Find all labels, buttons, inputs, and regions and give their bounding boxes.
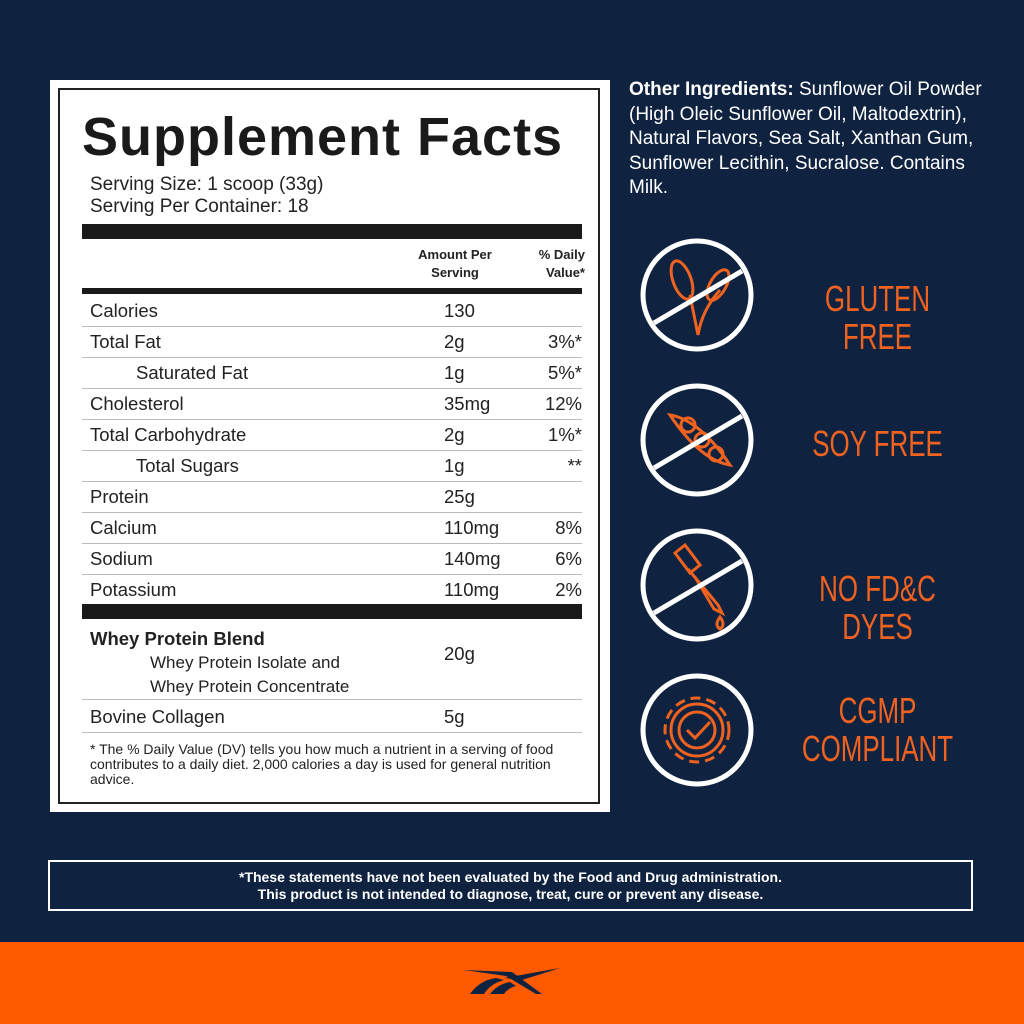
- nutrient-label: Total Fat: [90, 331, 161, 352]
- nutrient-dv: **: [567, 455, 582, 476]
- collagen-amount: 5g: [444, 706, 465, 727]
- claim-label: CGMP COMPLIANT: [801, 690, 954, 769]
- nutrient-dv: 12%: [544, 393, 582, 414]
- nutrient-amount: 1g: [444, 362, 465, 383]
- other-ingredients: Other Ingredients: Sunflower Oil Powder …: [629, 78, 1009, 201]
- nutrient-dv: 1%*: [548, 424, 582, 445]
- ingredients-heading: Other Ingredients:: [629, 79, 794, 100]
- nutrient-label: Calories: [90, 300, 158, 321]
- col-dv-header: % Daily Value*: [538, 247, 585, 280]
- ingredients-text: Sunflower Oil Powder (High Oleic Sunflow…: [629, 79, 982, 198]
- nutrient-label: Sodium: [90, 548, 153, 569]
- disclaimer-line: *These statements have not been evaluate…: [239, 869, 782, 885]
- facts-border: Supplement Facts Serving Size: 1 scoop (…: [58, 88, 600, 804]
- no-soy-icon: [640, 383, 754, 497]
- table-row: Sodium 140mg 6%: [82, 544, 582, 575]
- table-row: Total Fat 2g 3%*: [82, 327, 582, 358]
- facts-title: Supplement Facts: [82, 107, 564, 167]
- nutrient-label: Saturated Fat: [136, 362, 249, 383]
- dv-footnote: * The % Daily Value (DV) tells you how m…: [90, 741, 554, 787]
- brand-band: [0, 942, 1024, 1024]
- nutrient-amount: 130: [444, 300, 475, 321]
- serving-size: Serving Size: 1 scoop (33g): [90, 174, 324, 195]
- collagen-row: Bovine Collagen 5g: [82, 702, 582, 733]
- header-divider: [82, 288, 582, 294]
- servings-per-container: Serving Per Container: 18: [90, 196, 309, 217]
- nutrient-label: Calcium: [90, 517, 157, 538]
- reebok-delta-logo: [464, 968, 560, 994]
- nutrient-label: Total Carbohydrate: [90, 424, 247, 445]
- collagen-label: Bovine Collagen: [90, 706, 225, 727]
- claim-no-dyes: NO FD&C DYES: [640, 525, 1000, 647]
- claim-label: GLUTEN FREE: [824, 278, 931, 357]
- claim-gluten-free: GLUTEN FREE: [640, 235, 1000, 357]
- nutrient-amount: 25g: [444, 486, 475, 507]
- blend-sub: Whey Protein Concentrate: [150, 677, 350, 696]
- nutrient-amount: 35mg: [444, 393, 491, 414]
- claim-label: SOY FREE: [812, 423, 943, 464]
- table-row: Potassium 110mg 2%: [82, 575, 582, 606]
- nutrient-label: Total Sugars: [136, 455, 239, 476]
- table-row: Total Carbohydrate 2g 1%*: [82, 420, 582, 451]
- claim-soy-free: SOY FREE: [640, 380, 1000, 500]
- nutrient-amount: 110mg: [444, 517, 500, 538]
- nutrient-dv: 3%*: [548, 331, 582, 352]
- claim-label: NO FD&C DYES: [819, 568, 936, 647]
- nutrient-amount: 1g: [444, 455, 465, 476]
- thick-divider: [82, 224, 582, 239]
- nutrient-amount: 2g: [444, 331, 465, 352]
- nutrient-amount: 140mg: [444, 548, 501, 569]
- table-row: Saturated Fat 1g 5%*: [82, 358, 582, 389]
- nutrient-label: Potassium: [90, 579, 177, 600]
- claim-cgmp: CGMP COMPLIANT: [640, 670, 1000, 790]
- blend-amount: 20g: [444, 643, 475, 664]
- blend-row: Whey Protein Blend Whey Protein Isolate …: [82, 624, 582, 700]
- nutrient-dv: 6%: [555, 548, 582, 569]
- col-amount-header: Amount Per Serving: [418, 247, 492, 280]
- table-row: Protein 25g: [82, 482, 582, 513]
- fda-disclaimer: *These statements have not been evaluate…: [48, 860, 973, 911]
- table-row: Calcium 110mg 8%: [82, 513, 582, 544]
- table-row: Calories 130: [82, 296, 582, 327]
- no-wheat-icon: [640, 238, 754, 352]
- table-row: Cholesterol 35mg 12%: [82, 389, 582, 420]
- blend-label: Whey Protein Blend: [90, 628, 265, 649]
- supplement-facts-panel: Supplement Facts Serving Size: 1 scoop (…: [50, 80, 610, 812]
- nutrient-amount: 2g: [444, 424, 465, 445]
- table-row: Total Sugars 1g **: [82, 451, 582, 482]
- no-dropper-icon: [640, 528, 754, 642]
- blend-sub: Whey Protein Isolate and: [150, 653, 340, 672]
- nutrient-dv: 8%: [555, 517, 582, 538]
- gear-check-icon: [640, 673, 754, 787]
- disclaimer-line: This product is not intended to diagnose…: [257, 886, 764, 902]
- nutrient-label: Cholesterol: [90, 393, 184, 414]
- nutrient-amount: 110mg: [444, 579, 500, 600]
- nutrient-label: Protein: [90, 486, 149, 507]
- nutrient-dv: 2%: [555, 579, 582, 600]
- nutrient-dv: 5%*: [548, 362, 582, 383]
- thick-divider: [82, 604, 582, 619]
